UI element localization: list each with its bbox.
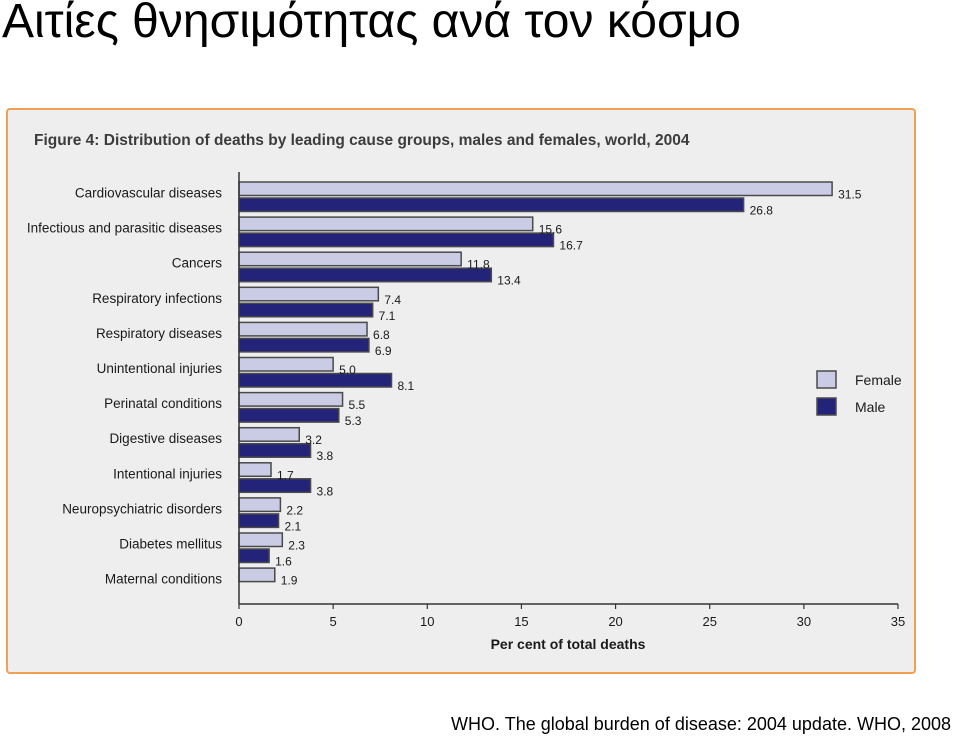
bar-female	[238, 286, 380, 302]
bar-female	[238, 251, 462, 267]
data-label: 26.8	[750, 204, 774, 218]
data-label: 1.9	[281, 574, 298, 588]
source-caption: WHO. The global burden of disease: 2004 …	[451, 714, 951, 734]
x-tick-label: 5	[330, 614, 337, 629]
data-label: 31.5	[838, 188, 862, 202]
bar-male	[238, 232, 555, 248]
x-tick-label: 35	[891, 614, 905, 629]
x-tick-label: 0	[235, 614, 242, 629]
data-label: 8.1	[398, 379, 415, 393]
data-label: 2.2	[286, 503, 303, 517]
data-label: 11.8	[467, 258, 490, 272]
legend: Female Male	[816, 370, 902, 416]
bar-male	[238, 302, 374, 318]
category-label: Unintentional injuries	[97, 361, 223, 376]
bar-female	[238, 426, 301, 442]
bar-female	[238, 567, 276, 583]
category-label: Infectious and parasitic diseases	[27, 221, 222, 236]
bar-female	[238, 321, 368, 337]
bars-layer	[238, 181, 833, 583]
category-label: Neuropsychiatric disorders	[62, 501, 222, 516]
data-label: 3.8	[317, 484, 334, 498]
x-tick-label: 15	[514, 614, 528, 629]
x-axis-title: Per cent of total deaths	[491, 636, 646, 652]
legend-label-male: Male	[855, 399, 886, 415]
x-tick-label: 30	[797, 614, 811, 629]
category-label: Diabetes mellitus	[119, 537, 222, 552]
bar-male	[238, 478, 312, 494]
data-label: 7.1	[379, 309, 396, 323]
legend-label-female: Female	[855, 372, 902, 388]
category-label: Respiratory diseases	[96, 326, 222, 341]
category-label: Digestive diseases	[109, 431, 222, 446]
data-label: 6.8	[373, 328, 390, 342]
bar-male	[238, 442, 312, 458]
bar-female	[238, 462, 272, 478]
data-label: 1.7	[277, 468, 294, 482]
x-axis: 0 5 10 15 20 25 30 35	[235, 172, 905, 629]
x-tick-label: 20	[608, 614, 622, 629]
data-label: 6.9	[375, 344, 392, 358]
bar-male	[238, 513, 280, 529]
data-label: 2.3	[288, 539, 305, 553]
data-label: 5.5	[349, 398, 366, 412]
bar-male	[238, 267, 493, 283]
bar-female	[238, 532, 284, 548]
data-label: 2.1	[285, 519, 302, 533]
category-label: Cardiovascular diseases	[75, 186, 222, 201]
legend-swatch-female	[816, 370, 837, 389]
category-label: Intentional injuries	[113, 466, 222, 481]
bar-male	[238, 337, 370, 353]
category-label: Perinatal conditions	[104, 396, 222, 411]
x-tick-label: 10	[420, 614, 434, 629]
data-label: 7.4	[384, 293, 401, 307]
data-label: 3.8	[317, 449, 334, 463]
bar-female	[238, 216, 534, 232]
category-label: Cancers	[172, 256, 223, 271]
figure-title: Figure 4: Distribution of deaths by lead…	[34, 132, 690, 149]
bar-male	[238, 372, 393, 388]
category-label: Respiratory infections	[92, 291, 222, 306]
bar-female	[238, 391, 344, 407]
data-label: 16.7	[559, 239, 583, 253]
data-label: 3.2	[305, 433, 322, 447]
bar-male	[238, 197, 745, 213]
bar-male	[238, 548, 270, 564]
labels-layer: Cardiovascular diseases 31.5 26.8 Infectiou…	[27, 186, 862, 588]
data-label: 15.6	[539, 223, 563, 237]
bar-female	[238, 356, 334, 372]
bar-male	[238, 407, 340, 423]
data-label: 5.3	[345, 414, 362, 428]
x-tick-label: 25	[702, 614, 716, 629]
data-label: 5.0	[339, 363, 356, 377]
slide-title: Αιτίες θνησιμότητας ανά τον κόσμο	[2, 0, 741, 48]
data-label: 1.6	[275, 555, 292, 569]
bar-female	[238, 497, 282, 513]
data-label: 13.4	[497, 274, 521, 288]
bar-female	[238, 181, 833, 197]
category-label: Maternal conditions	[105, 572, 222, 587]
legend-swatch-male	[816, 397, 837, 416]
